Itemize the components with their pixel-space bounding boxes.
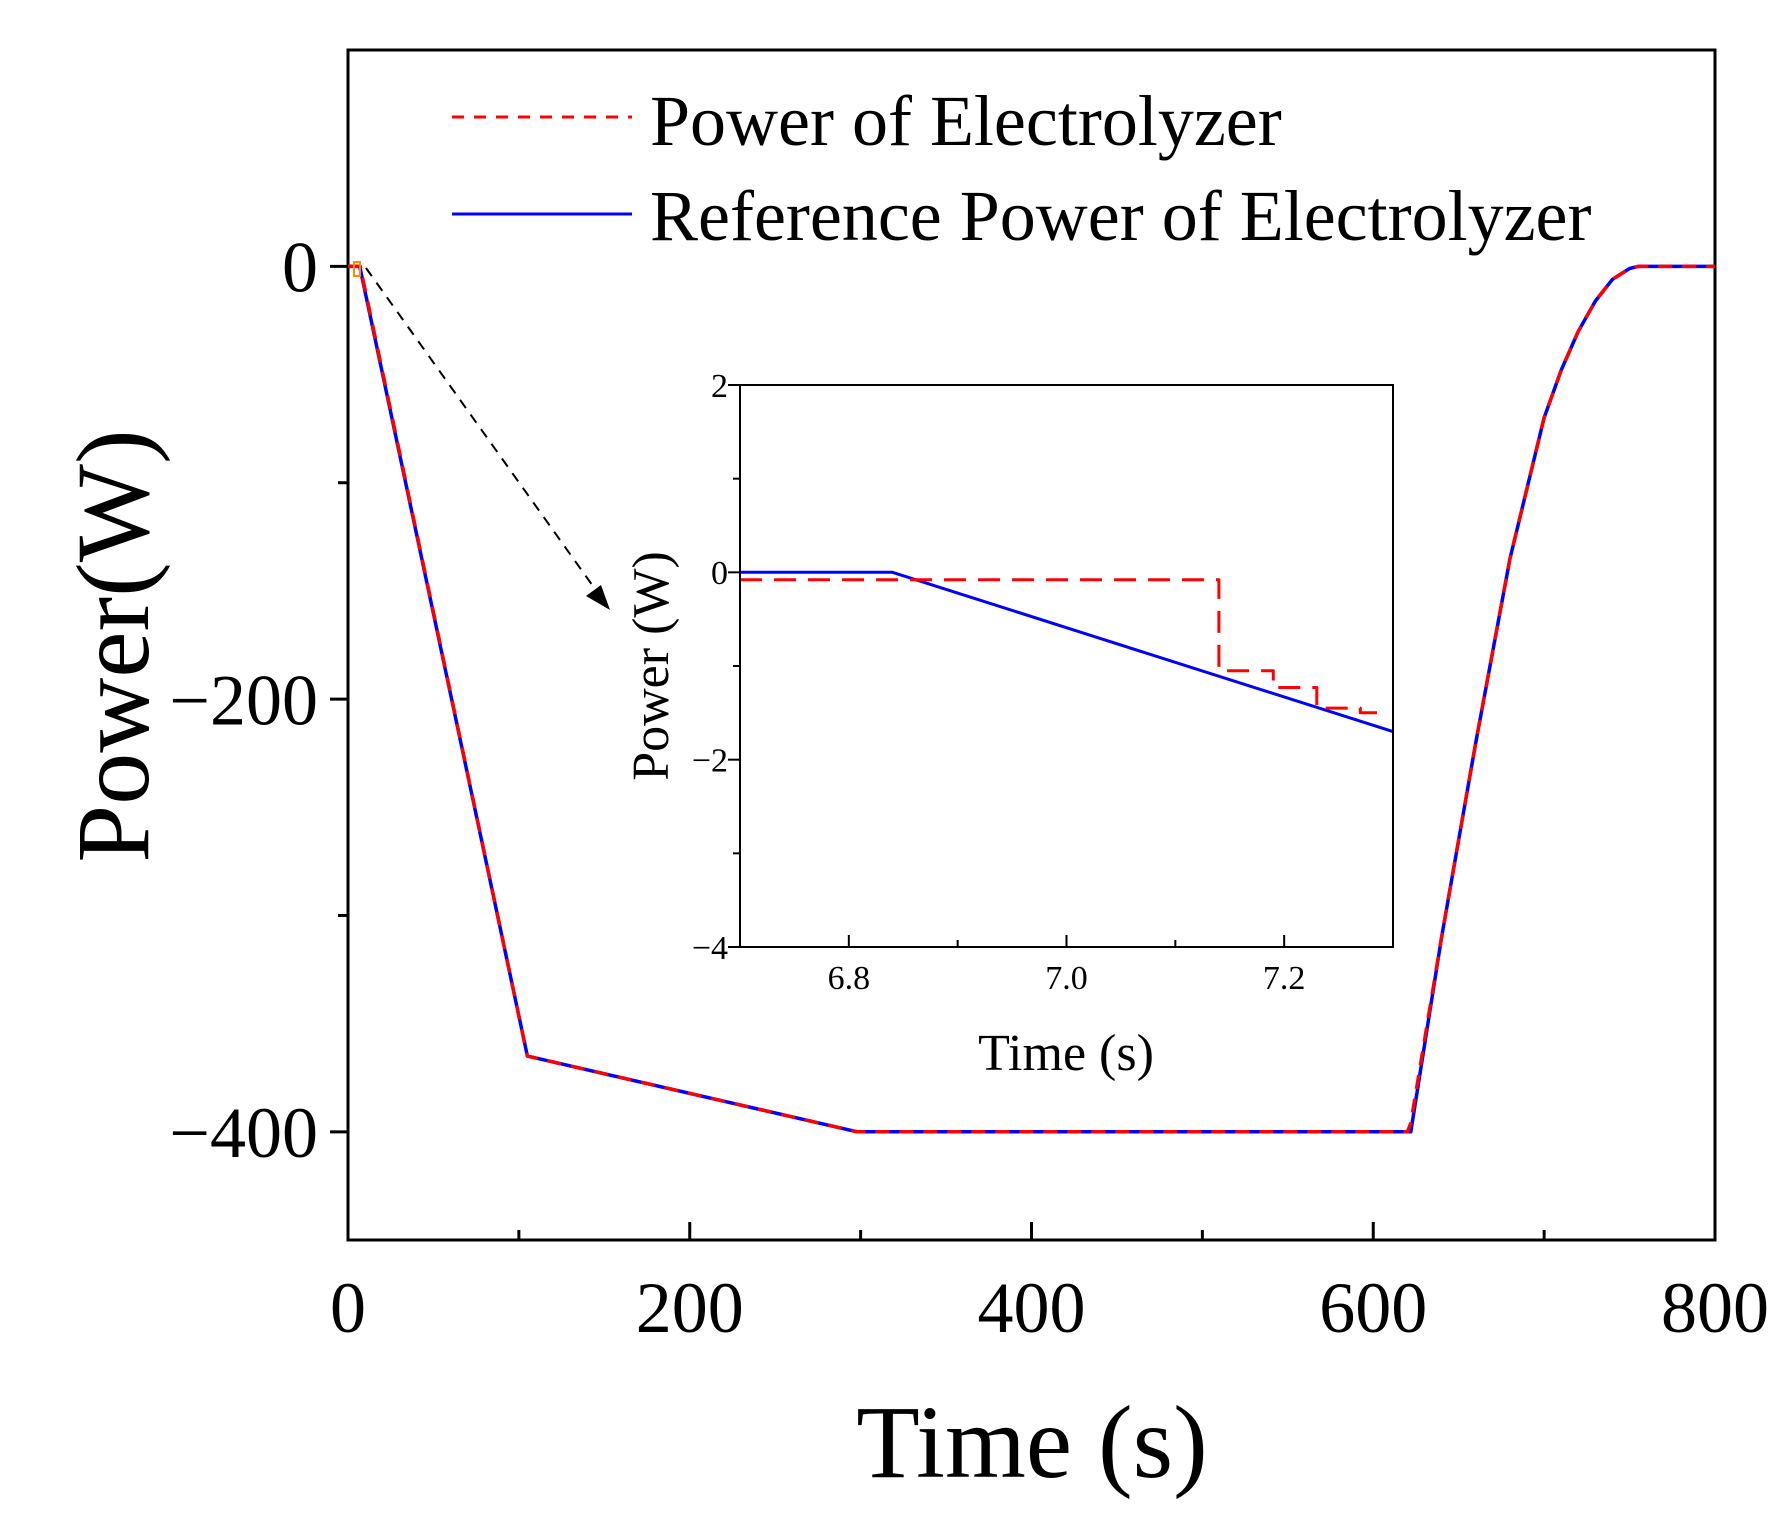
main-y-tick-label: −200 <box>169 660 318 740</box>
inset-y-tick-label: −2 <box>692 743 728 780</box>
inset-y-axis-label: Power (W) <box>623 551 680 781</box>
inset-y-tick-label: 0 <box>711 555 728 592</box>
main-x-tick-label: 800 <box>1661 1268 1769 1348</box>
inset-x-axis-label: Time (s) <box>978 1025 1154 1082</box>
main-x-axis-label: Time (s) <box>856 1385 1208 1500</box>
inset-background <box>740 385 1393 947</box>
zoom-arrow-line <box>365 267 601 597</box>
main-x-tick-label: 600 <box>1319 1268 1427 1348</box>
main-x-tick-label: 0 <box>330 1268 366 1348</box>
inset-x-tick-label: 6.8 <box>828 960 871 997</box>
main-series-power-line <box>348 264 1715 1134</box>
main-y-axis-label: Power(W) <box>56 429 171 862</box>
main-chart: 0 200 400 600 800 0 −200 −400 Time (s) Power(W)… <box>56 48 1769 1500</box>
main-x-tick-label: 200 <box>636 1268 744 1348</box>
legend-label-power: Power of Electrolyzer <box>650 81 1282 161</box>
inset-x-tick-label: 7.2 <box>1263 960 1306 997</box>
legend-label-reference: Reference Power of Electrolyzer <box>650 176 1592 256</box>
inset-y-tick-label: 2 <box>711 368 728 405</box>
zoom-region-marker <box>353 261 361 277</box>
inset-series-power-line <box>740 578 1383 715</box>
legend: Power of Electrolyzer Reference Power of… <box>452 81 1592 256</box>
main-x-tick-label: 400 <box>978 1268 1086 1348</box>
main-y-tick-label: 0 <box>282 228 318 308</box>
main-y-tick-label: −400 <box>169 1093 318 1173</box>
inset-x-tick-label: 7.0 <box>1045 960 1088 997</box>
zoom-arrow-head <box>586 585 610 610</box>
inset-series-reference-line <box>740 570 1394 734</box>
inset-chart: 6.8 7.0 7.2 2 0 −2 −4 Time (s) Power (W) <box>623 368 1394 1082</box>
inset-y-tick-label: −4 <box>692 930 728 967</box>
inset-plot-frame <box>739 384 1394 948</box>
